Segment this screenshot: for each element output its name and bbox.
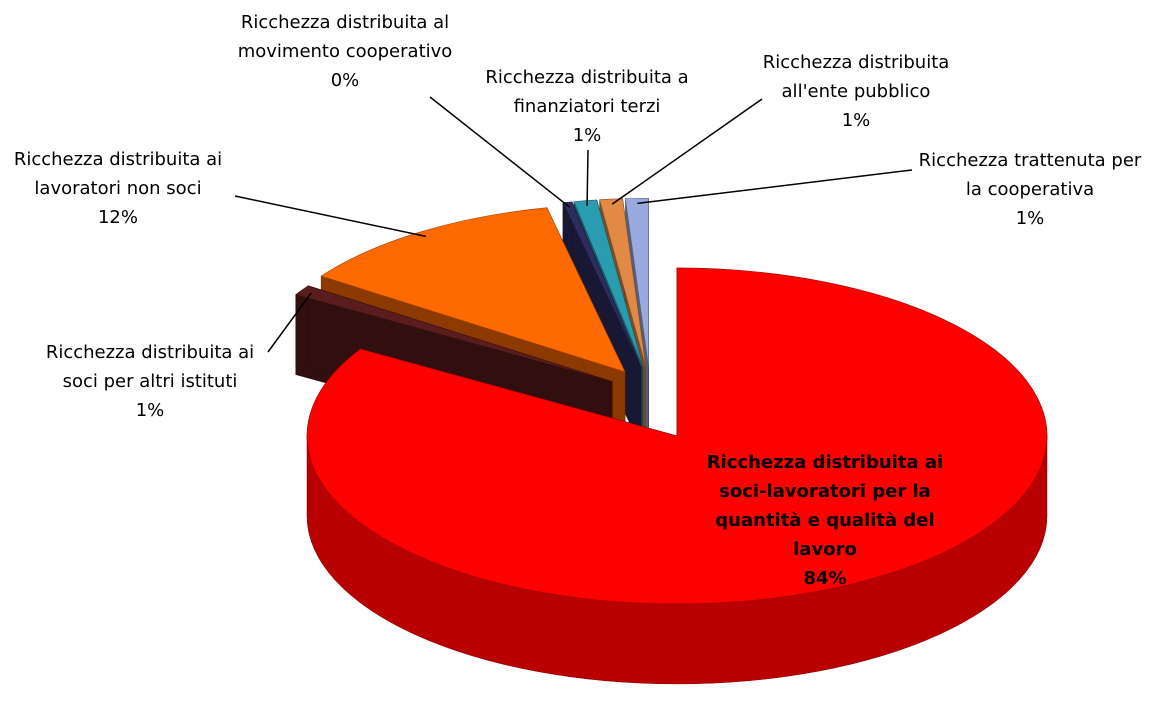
slice-name: Ricchezza trattenuta per la cooperativa: [918, 150, 1142, 200]
slice-percent: 1%: [841, 110, 871, 131]
leader-line: [234, 195, 427, 238]
leader-line: [586, 149, 589, 206]
leader-line: [429, 96, 571, 208]
slice-name: Ricchezza distribuita all'ente pubblico: [762, 52, 950, 102]
slice-label: Ricchezza distribuita al movimento coope…: [235, 8, 455, 95]
slice-percent: 12%: [97, 207, 138, 228]
slice-label: Ricchezza trattenuta per la cooperativa 1…: [910, 146, 1150, 233]
slice-percent: 1%: [572, 125, 602, 146]
slice-name: Ricchezza distribuita ai soci per altri …: [45, 342, 255, 392]
slice-percent: 84%: [803, 568, 847, 589]
slice-label: Ricchezza distribuita a finanziatori ter…: [467, 63, 707, 150]
slice-percent: 1%: [1015, 208, 1045, 229]
slice-label: Ricchezza distribuita all'ente pubblico 1…: [736, 48, 976, 135]
slice-top: [295, 285, 613, 382]
slice-percent: 0%: [330, 70, 360, 91]
slice-name: Ricchezza distribuita a finanziatori ter…: [485, 67, 689, 117]
slice-top: [625, 197, 649, 367]
slice-name: Ricchezza distribuita al movimento coope…: [237, 12, 453, 62]
slice-top: [320, 207, 626, 373]
slice-name: Ricchezza distribuita ai soci-lavoratori…: [706, 452, 944, 560]
slice-label: Ricchezza distribuita ai soci per altri …: [30, 338, 270, 425]
slice-top: [306, 267, 1048, 605]
leader-line: [267, 292, 312, 353]
slice-top: [599, 198, 647, 367]
slice-top: [573, 199, 644, 367]
leader-line: [611, 98, 763, 205]
slice: [306, 267, 1048, 684]
slice-label: Ricchezza distribuita ai soci-lavoratori…: [695, 448, 955, 593]
slice-percent: 1%: [135, 400, 165, 421]
slice-name: Ricchezza distribuita ai lavoratori non …: [13, 149, 223, 199]
slice-label: Ricchezza distribuita ai lavoratori non …: [0, 145, 238, 232]
leader-line: [637, 169, 913, 205]
